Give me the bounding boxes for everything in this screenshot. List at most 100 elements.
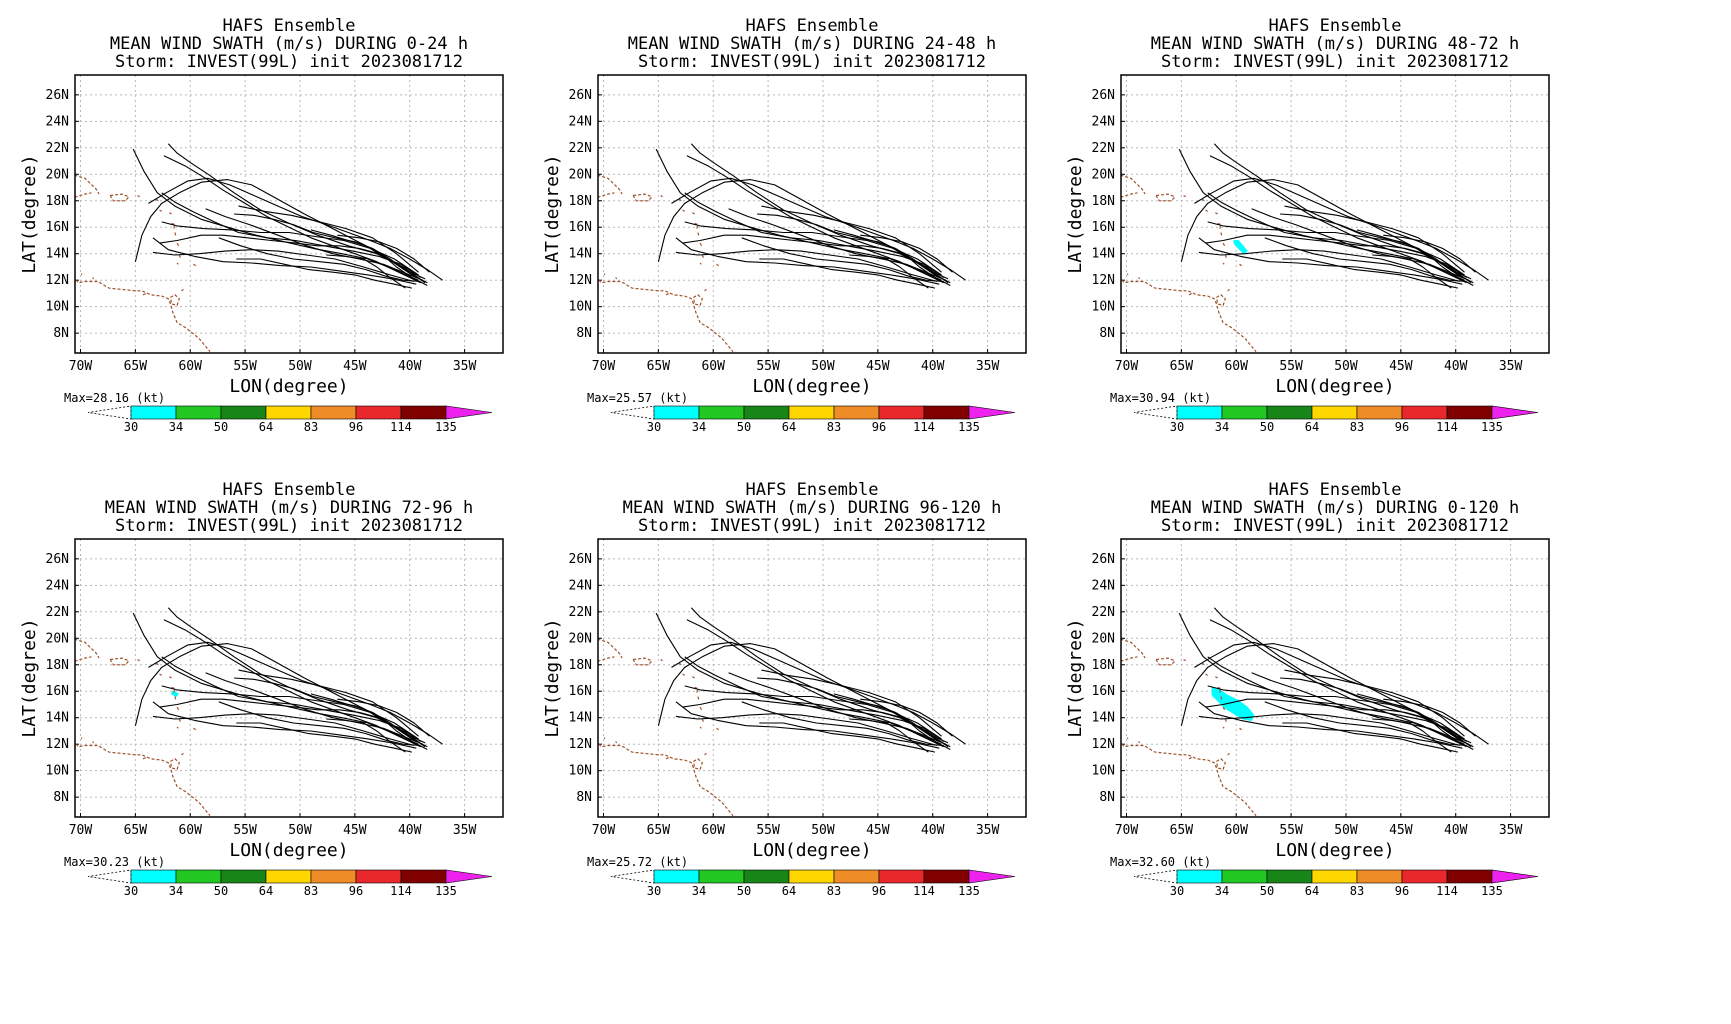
colorbar-segment (923, 405, 970, 420)
coastline (1239, 727, 1243, 731)
ensemble-track (1282, 722, 1459, 753)
wind-swath-area (170, 690, 179, 698)
coastline (699, 242, 703, 248)
lat-tick-label: 16N (46, 684, 69, 699)
colorbar-segment (1176, 869, 1223, 884)
ensemble-track (161, 685, 419, 740)
lat-tick-label: 8N (53, 790, 69, 805)
coastline (704, 288, 707, 292)
lon-tick-label: 60W (701, 823, 725, 838)
coastline (1205, 673, 1209, 676)
colorbar-level-label: 30 (124, 884, 138, 898)
lat-tick-label: 18N (1092, 658, 1115, 673)
colorbar-over-triangle (445, 869, 493, 884)
lat-tick-label: 26N (569, 552, 592, 567)
lat-tick-label: 10N (1092, 300, 1115, 315)
lat-tick-label: 26N (46, 552, 69, 567)
lat-tick-label: 12N (46, 273, 69, 288)
title-line2: MEAN WIND SWATH (m/s) DURING 96-120 h (623, 498, 1002, 518)
coastline (660, 658, 664, 662)
lat-tick-label: 8N (1099, 790, 1115, 805)
coastline (598, 638, 623, 659)
colorbar-segment (1446, 405, 1493, 420)
lat-tick-label: 24N (46, 578, 69, 593)
ensemble-track (728, 208, 947, 281)
coastline (1224, 718, 1227, 722)
title-line1: HAFS Ensemble (745, 480, 878, 500)
colorbar-segment (1311, 405, 1358, 420)
colorbar-over-triangle (1491, 869, 1539, 884)
ensemble-track (132, 148, 419, 281)
coastline (159, 673, 163, 676)
title-line2: MEAN WIND SWATH (m/s) DURING 72-96 h (105, 498, 473, 518)
ensemble-track (657, 643, 940, 742)
ensemble-track (741, 237, 944, 283)
title-line1: HAFS Ensemble (222, 16, 355, 36)
ensemble-track (1383, 234, 1476, 273)
ensemble-track (1372, 254, 1452, 289)
lon-tick-label: 40W (398, 823, 422, 838)
coastline (1217, 222, 1222, 229)
ensemble-track (833, 693, 951, 750)
coastline (692, 294, 703, 307)
colorbar-segment (220, 869, 267, 884)
colorbar-segment (788, 869, 835, 884)
colorbar-level-label: 96 (1395, 420, 1409, 434)
ensemble-track (1284, 669, 1465, 737)
colorbar-level-label: 64 (782, 884, 796, 898)
colorbar-level-label: 34 (169, 420, 183, 434)
ensemble-track (682, 698, 951, 748)
colorbar: 30 34 50 64 83 96 114 135 (610, 869, 1016, 898)
max-wind-label: Max=28.16 (kt) (64, 391, 165, 405)
lat-tick-label: 20N (569, 167, 592, 182)
x-axis-label: LON(degree) (1275, 376, 1394, 397)
colorbar-level-label: 50 (737, 420, 751, 434)
colorbar: 30 34 50 64 83 96 114 135 (1133, 869, 1539, 898)
coastline (615, 277, 618, 280)
lon-tick-label: 45W (343, 823, 367, 838)
coastline (1121, 638, 1146, 659)
coastline (1155, 193, 1176, 202)
ensemble-track (218, 701, 421, 747)
coastline (159, 209, 163, 212)
title-line3: Storm: INVEST(99L) init 2023081712 (1161, 516, 1509, 536)
ensemble-track (761, 205, 942, 273)
colorbar-level-label: 96 (872, 884, 886, 898)
lat-tick-label: 8N (53, 326, 69, 341)
lon-tick-label: 70W (592, 359, 616, 374)
ensemble-track (671, 641, 966, 745)
ensemble-track (148, 177, 443, 281)
ensemble-track (1213, 607, 1472, 748)
colorbar-level-label: 135 (435, 420, 457, 434)
coastline (171, 222, 176, 229)
coastline (1222, 726, 1225, 729)
coastline (1224, 254, 1227, 258)
x-axis-label: LON(degree) (229, 840, 348, 861)
coastline (1239, 263, 1243, 267)
colorbar-level-label: 83 (827, 420, 841, 434)
lat-tick-label: 26N (46, 88, 69, 103)
colorbar-level-label: 83 (1350, 884, 1364, 898)
ensemble-track (1205, 698, 1474, 748)
coastline (75, 277, 211, 353)
colorbar-level-label: 135 (1481, 884, 1503, 898)
plot-content (1121, 143, 1489, 353)
map-panel-6: HAFS Ensemble MEAN WIND SWATH (m/s) DURIN… (1046, 464, 1623, 976)
colorbar-level-label: 83 (304, 420, 318, 434)
coastline (193, 727, 197, 731)
ensemble-track (1356, 693, 1474, 750)
coastline (598, 192, 615, 198)
ensemble-track (849, 718, 929, 753)
colorbar-segment (265, 405, 312, 420)
lat-tick-label: 14N (1092, 711, 1115, 726)
lon-tick-label: 60W (1224, 823, 1248, 838)
map-panel-5: HAFS Ensemble MEAN WIND SWATH (m/s) DURIN… (523, 464, 1100, 976)
lat-tick-label: 24N (1092, 578, 1115, 593)
lat-tick-label: 18N (46, 194, 69, 209)
map-panel-3: HAFS Ensemble MEAN WIND SWATH (m/s) DURIN… (1046, 0, 1623, 512)
colorbar-level-label: 135 (958, 420, 980, 434)
ensemble-track (684, 192, 945, 278)
colorbar-segment (1356, 405, 1403, 420)
